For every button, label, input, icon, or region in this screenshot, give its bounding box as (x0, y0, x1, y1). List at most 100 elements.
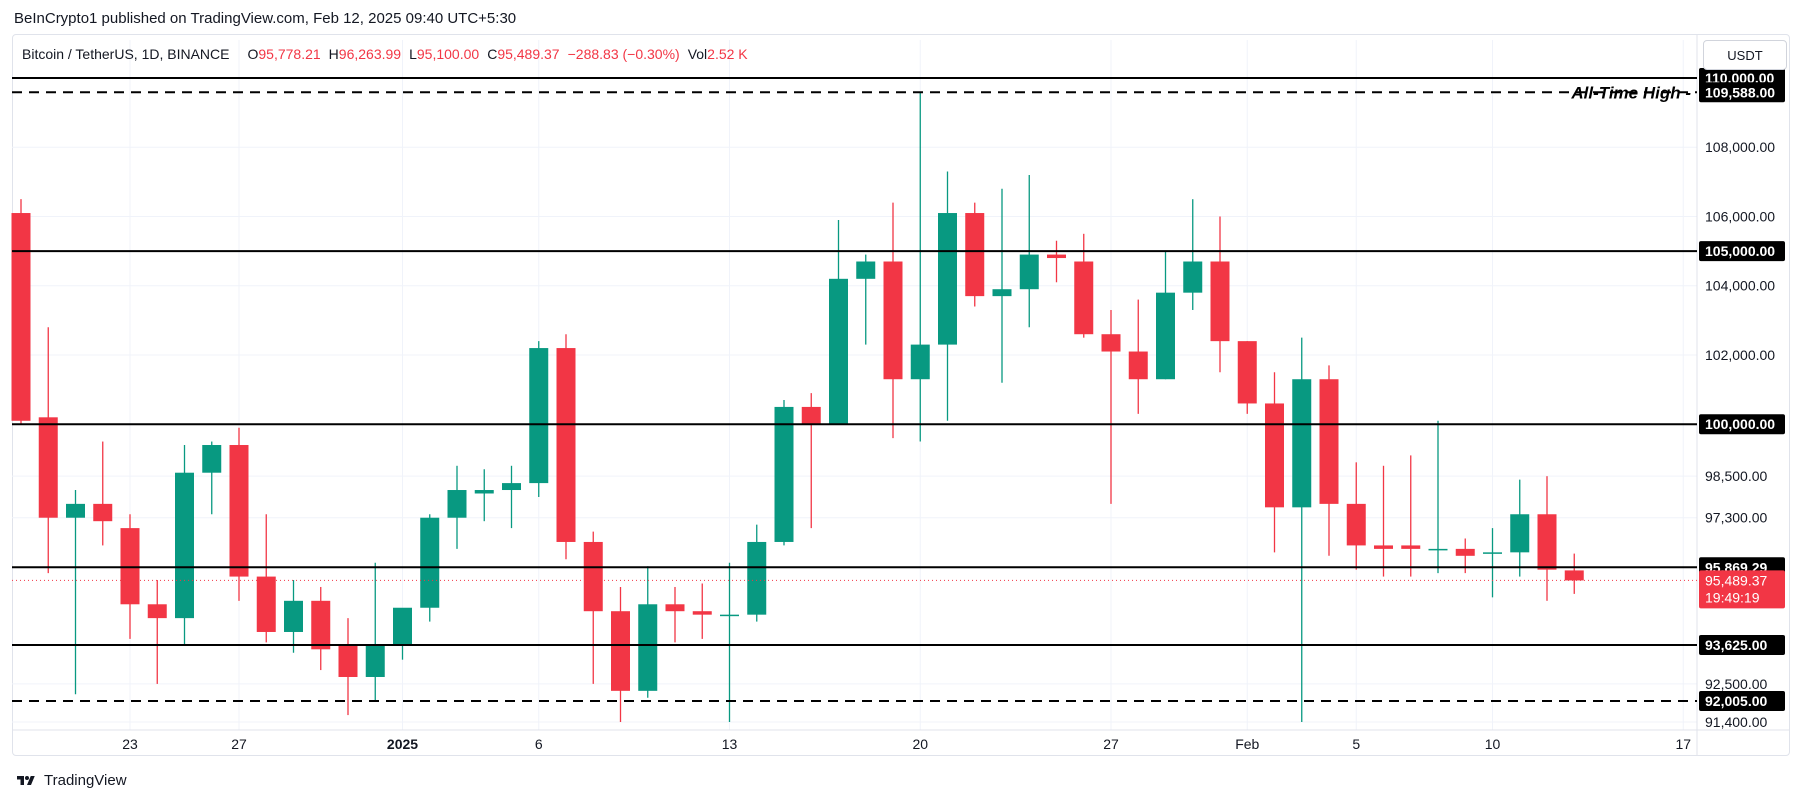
price-level-tag (1699, 241, 1785, 262)
price-level-tag-label: 93,625.00 (1705, 637, 1767, 653)
candle-body (1510, 514, 1530, 553)
candle-body (447, 490, 467, 518)
candle-body (720, 614, 739, 617)
last-price-tag (1699, 570, 1785, 609)
candle-body (611, 611, 630, 691)
candle-body (1156, 292, 1175, 380)
candle-body (1537, 514, 1557, 570)
x-tick-label: 27 (231, 736, 247, 752)
candle-body (665, 604, 685, 612)
candle-body (393, 607, 412, 646)
candle-body (1074, 261, 1094, 335)
candle-body (93, 503, 113, 522)
low-value: 95,100.00 (416, 46, 480, 62)
candle-body (583, 541, 603, 612)
candle-body (284, 600, 303, 632)
low-label: L (409, 46, 417, 62)
candle-body (1374, 545, 1393, 549)
price-level-tag (1699, 414, 1785, 435)
candle-body (801, 406, 821, 425)
y-tick-label: 98,500.00 (1705, 468, 1767, 484)
price-level-tag (1699, 691, 1785, 712)
tradingview-logo-icon (17, 775, 35, 785)
x-tick-label: 13 (722, 736, 738, 752)
x-tick-label: 17 (1675, 736, 1691, 752)
candle-body (474, 490, 494, 494)
candle-body (11, 213, 31, 421)
price-level-tag-label: 92,005.00 (1705, 693, 1767, 709)
price-level-tag-label: 109,588.00 (1705, 84, 1775, 100)
high-value: 96,263.99 (338, 46, 402, 62)
currency-button[interactable]: USDT (1703, 40, 1787, 70)
candle-body (1210, 261, 1230, 342)
candle-body (202, 445, 222, 473)
candle-body (1292, 379, 1312, 508)
open-label: O (247, 46, 259, 62)
price-level-tag-label: 100,000.00 (1705, 416, 1775, 432)
candle-body (365, 645, 385, 677)
price-level-tag-label: 105,000.00 (1705, 243, 1775, 259)
close-value: 95,489.37 (497, 46, 560, 62)
candle-body (311, 600, 331, 650)
high-label: H (328, 46, 339, 62)
candle-body (1564, 570, 1584, 581)
y-tick-label: 106,000.00 (1705, 208, 1775, 224)
y-tick-label: 102,000.00 (1705, 347, 1775, 363)
candle-body (1019, 254, 1039, 290)
candle-body (1346, 503, 1366, 546)
candle-body (1455, 548, 1475, 556)
candle-body (910, 344, 930, 380)
candle-body (1483, 552, 1502, 554)
candle-body (1237, 341, 1257, 404)
price-level-tag (1699, 634, 1785, 655)
close-label: C (487, 46, 498, 62)
x-tick-label: 27 (1103, 736, 1119, 752)
y-tick-label: 97,300.00 (1705, 510, 1767, 526)
candle-body (502, 483, 521, 491)
candle-body (229, 445, 249, 577)
candle-body (1047, 254, 1066, 259)
candle-body (1101, 334, 1121, 352)
candle-body (747, 541, 767, 615)
candle-body (638, 604, 658, 691)
brand-name: TradingView (44, 772, 127, 789)
candle-body (856, 261, 876, 279)
x-tick-label: 20 (912, 736, 928, 752)
candle-body (1183, 261, 1203, 293)
candle-body (992, 289, 1012, 297)
candle-body (1128, 351, 1148, 380)
candle-body (38, 417, 58, 518)
volume-label: Vol (687, 46, 708, 62)
price-level-tag (1699, 82, 1785, 103)
y-tick-label: 92,500.00 (1705, 676, 1767, 692)
y-tick-label: 91,400.00 (1705, 714, 1767, 730)
ohlc-legend: Bitcoin / TetherUS, 1D, BINANCE O 95,778.… (22, 46, 748, 62)
candle-body (829, 278, 848, 425)
publisher-line: BeInCrypto1 published on TradingView.com… (14, 10, 517, 27)
candle-body (1401, 545, 1421, 549)
candle-body (338, 645, 358, 677)
last-price-label: 95,489.37 (1705, 572, 1767, 588)
candle-body (147, 604, 167, 619)
candle-body (120, 528, 140, 605)
candle-body (774, 406, 794, 542)
y-tick-label: 108,000.00 (1705, 139, 1775, 155)
candle-body (66, 503, 85, 518)
tradingview-brand[interactable]: TradingView (14, 772, 127, 789)
y-tick-label: 104,000.00 (1705, 278, 1775, 294)
candle-body (556, 348, 576, 542)
candle-body (1428, 548, 1448, 551)
x-tick-label: Feb (1235, 736, 1259, 752)
candle-body (1265, 403, 1284, 508)
x-tick-label: 6 (535, 736, 543, 752)
x-tick-label: 2025 (387, 736, 418, 752)
candle-body (420, 517, 440, 608)
candle-body (1319, 379, 1339, 504)
x-tick-label: 5 (1352, 736, 1360, 752)
candle-body (175, 472, 194, 619)
symbol-title: Bitcoin / TetherUS, 1D, BINANCE (22, 46, 230, 62)
x-tick-label: 10 (1485, 736, 1501, 752)
all-time-high-annotation: All-Time High - (1570, 83, 1691, 102)
change-value: −288.83 (−0.30%) (567, 46, 680, 62)
